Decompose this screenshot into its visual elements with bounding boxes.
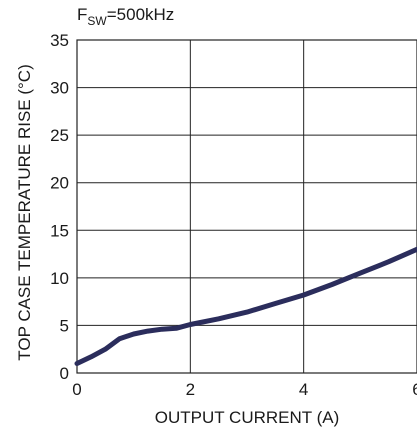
x-tick-label: 4 — [299, 380, 308, 399]
series-layer — [74, 246, 417, 366]
x-tick-label: 2 — [186, 380, 195, 399]
series-line-temperature-rise — [74, 246, 417, 366]
x-tick-label: 0 — [72, 380, 81, 399]
subtitle-subscript: SW — [87, 14, 107, 28]
y-tick-label: 35 — [50, 31, 69, 50]
y-tick-label: 5 — [60, 316, 69, 335]
y-tick-label: 20 — [50, 174, 69, 193]
x-tick-label: 6 — [412, 380, 417, 399]
subtitle-prefix: F — [77, 5, 87, 24]
y-tick-label: 0 — [60, 364, 69, 383]
x-axis-title: OUTPUT CURRENT (A) — [155, 408, 340, 427]
y-tick-label: 15 — [50, 221, 69, 240]
y-axis-title: TOP CASE TEMPERATURE RISE (°C) — [15, 64, 34, 360]
plot-frame — [76, 39, 417, 374]
y-tick-labels: 0 5 10 15 20 25 30 35 — [50, 31, 69, 383]
grid-lines — [77, 40, 417, 373]
x-tick-labels: 0 2 4 6 — [72, 380, 417, 399]
y-tick-label: 10 — [50, 269, 69, 288]
subtitle-suffix: =500kHz — [107, 5, 175, 24]
chart-subtitle: FSW=500kHz — [77, 5, 174, 28]
y-tick-label: 25 — [50, 126, 69, 145]
y-tick-label: 30 — [50, 79, 69, 98]
